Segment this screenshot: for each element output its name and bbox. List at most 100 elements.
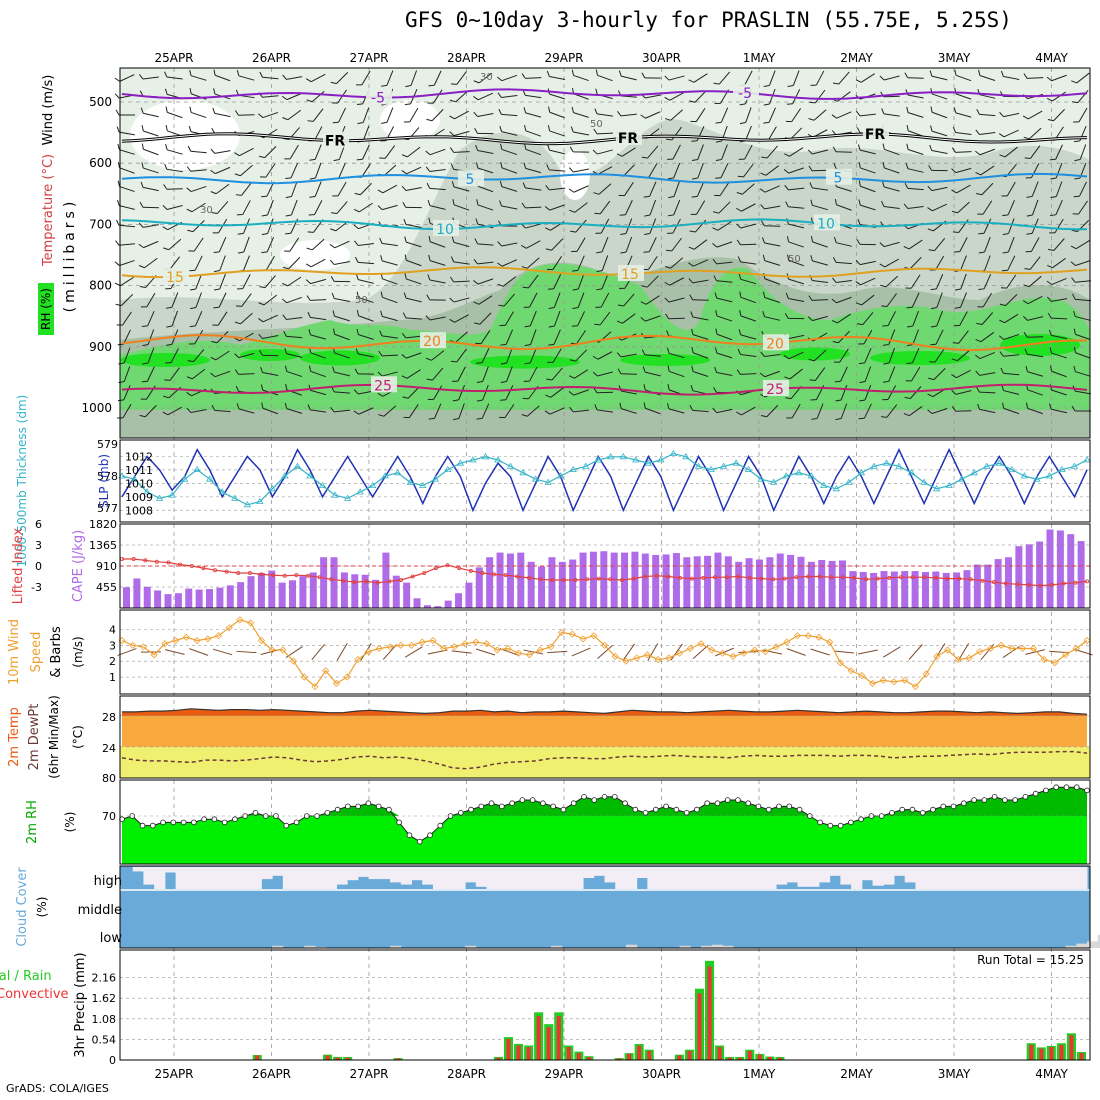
cape-bar [372,579,380,608]
cape-bar [247,576,255,608]
isotherm-label: FR [325,134,346,150]
lifted-index-marker [643,574,648,579]
wind-barb [595,69,613,82]
rh2m-marker [211,816,218,822]
lifted-index-marker [178,562,183,567]
wind-speed-marker [590,632,598,640]
wind-barb [188,329,204,345]
lifted-index-marker [433,566,438,571]
wind-barb [498,293,515,307]
wind-barb [998,334,1020,340]
wind-barb [763,70,776,87]
cape-bar [921,572,929,608]
wind-speed-marker [783,638,791,646]
wind-barb [906,124,924,137]
rh2m-marker [457,809,464,816]
pressure-tick-label: 1000 [81,401,112,415]
cloud-high-gap [508,867,520,889]
cloud-high-gap [861,867,874,881]
wind-barb [1049,365,1067,378]
cape-bar [579,552,587,608]
precip-conv-bar [556,1016,561,1060]
cape-bar [849,571,857,608]
lifted-index-marker [608,577,613,582]
wind-barb [760,351,781,357]
wind-barb [425,350,445,361]
wind-barb [497,259,517,267]
precip-conv-bar [496,1057,501,1060]
lifted-index-marker [189,564,194,569]
wind-barb [187,219,205,233]
cloud-high-gap [132,867,144,872]
wind-barb [500,143,518,156]
wind-barb [904,386,922,399]
wind-barb [664,92,684,101]
wind-barb [927,185,948,192]
wind-barb [165,292,179,309]
legend-wind: Wind (m/s) [41,75,56,146]
precip-conv-bar [1069,1035,1074,1060]
precip-conv-bar [647,1050,652,1060]
wind-barb [879,75,900,81]
wind-barb [571,237,586,252]
wind-barb [282,314,303,320]
wind-barb [666,126,682,141]
wind-barb [905,162,924,173]
wind-barb [354,256,375,265]
thickness-marker [444,465,452,472]
wind-barb [330,276,351,283]
wind-barb [1071,405,1092,412]
wind-barb [762,237,781,247]
wind-barb [930,273,944,291]
cloud-high-gap [1044,867,1056,889]
wind-barb [691,328,709,340]
cape-bar [963,570,971,608]
cloud-high-gap [540,867,552,889]
wind-barb [569,202,588,213]
rh-tick-label: 70 [102,810,116,823]
wind-barb [881,404,898,418]
thickness-marker [820,481,828,488]
wind-barb [378,350,398,357]
wind-barb [570,126,590,136]
wind-barb [237,236,250,254]
slp-tick-label: 1012 [125,450,153,463]
rh2m-marker [591,797,598,803]
rh2m-marker [170,819,177,826]
cloud-high-gap [636,867,648,878]
cloud-high-gap [572,867,584,889]
wind-barb [261,181,275,198]
rh2m-marker [950,803,957,810]
wind-speed-marker [129,641,137,649]
wind-barb [141,162,159,174]
wind-barb [856,239,876,246]
precip-conv-bar [677,1055,682,1060]
wind-barb [571,106,589,118]
dewpoint-band [120,746,1090,778]
cape-bar [1067,534,1075,608]
wind-barb [714,182,730,197]
precip-conv-bar [737,1057,742,1060]
date-label-top: 29APR [544,51,583,65]
precip-conv-bar [506,1039,511,1060]
wind-barb [882,311,896,327]
isotherm-label: FR [618,131,639,147]
wind-barb [664,297,685,303]
cloud-high-gap [647,867,659,889]
cape-bar [257,572,265,608]
wind-barb [449,130,470,137]
thickness-marker [456,459,465,466]
rh2m-marker [396,819,402,826]
wind-barb [308,329,327,340]
rh2m-marker [704,800,710,806]
wind-barb [1002,402,1020,415]
cape-bar [1046,529,1054,608]
wind-barb [809,182,829,191]
cape-tick-label: 455 [96,581,117,594]
thickness-marker [481,453,490,460]
wind-barb [210,148,231,154]
lifted-index-marker [131,557,136,562]
cloud-high-gap [1054,867,1067,889]
wind-barb [737,348,757,358]
legend-rh-swatch [38,283,54,335]
